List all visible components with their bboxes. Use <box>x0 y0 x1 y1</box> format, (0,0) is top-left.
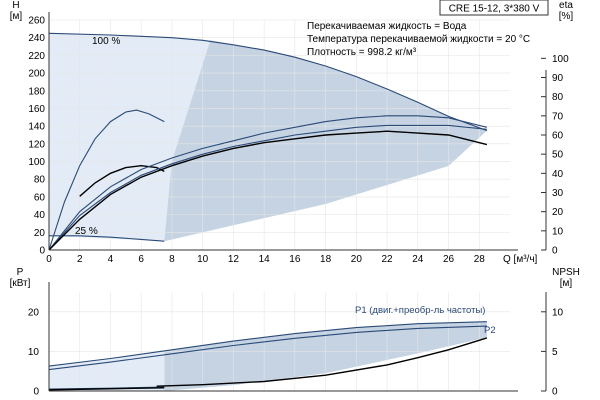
chart-labels: H [м] eta [%] P [кВт] NPSH [м] Q [м³/ч] 100 % 25 %… <box>10 0 580 336</box>
x-tick-label: 24 <box>412 254 424 265</box>
x-tick-label: 8 <box>169 254 175 265</box>
h-tick-label: 0 <box>39 246 45 257</box>
power-series-1 <box>49 325 487 371</box>
p-tick-label: 20 <box>28 307 40 318</box>
x-tick-label: 4 <box>108 254 114 265</box>
h-tick-label: 160 <box>28 104 45 115</box>
eta-tick-label: 20 <box>552 207 564 218</box>
h-tick-label: 140 <box>28 122 45 133</box>
h-axis-title: H [м] <box>10 0 23 22</box>
x-tick-label: 16 <box>289 254 301 265</box>
power-series-0 <box>49 321 487 367</box>
eta-tick-label: 80 <box>552 92 564 103</box>
model-label: CRE 15-12, 3*380 V <box>449 4 540 15</box>
eta-tick-label: 30 <box>552 188 564 199</box>
info-line-fluid: Перекачиваемая жидкость = Вода <box>307 21 467 32</box>
h-tick-label: 40 <box>34 210 46 221</box>
curve-label-p2: P2 <box>484 325 496 336</box>
head-series-3 <box>79 164 165 197</box>
h-tick-label: 20 <box>34 228 46 239</box>
x-tick-label: 10 <box>197 254 209 265</box>
h-tick-label: 80 <box>34 175 46 186</box>
q-axis-title: Q [м³/ч] <box>503 254 538 265</box>
eta-tick-label: 0 <box>552 246 558 257</box>
head-series-4 <box>49 115 488 250</box>
head-series-6 <box>49 130 488 250</box>
head-series-1 <box>49 235 165 242</box>
tick-labels: 0 2 4 6 8 10 12 14 16 18 20 22 24 26 28020406080100120… <box>28 16 569 398</box>
x-tick-label: 28 <box>474 254 486 265</box>
h-tick-label: 100 <box>28 157 45 168</box>
bottom-region-light <box>49 351 165 391</box>
x-tick-label: 12 <box>228 254 240 265</box>
npsh-axis-title: NPSH [м] <box>552 267 580 289</box>
npsh-tick-label: 0 <box>552 387 558 398</box>
model-box <box>439 0 549 16</box>
eta-tick-label: 50 <box>552 150 564 161</box>
h-tick-label: 200 <box>28 69 45 80</box>
h-tick-label: 120 <box>28 139 45 150</box>
h-tick-label: 240 <box>28 33 45 44</box>
x-tick-label: 0 <box>46 254 52 265</box>
h-tick-label: 60 <box>34 192 46 203</box>
p-tick-label: 10 <box>28 347 40 358</box>
x-tick-label: 6 <box>138 254 144 265</box>
axes <box>48 12 547 392</box>
power-npsh-curves <box>49 321 488 391</box>
x-tick-label: 2 <box>77 254 83 265</box>
h-tick-label: 260 <box>28 16 45 27</box>
eta-tick-label: 10 <box>552 226 564 237</box>
npsh-tick-label: 5 <box>552 347 558 358</box>
info-line-temperature: Температура перекачиваемой жидкости = 20… <box>307 34 530 45</box>
x-tick-label: 22 <box>382 254 394 265</box>
head-efficiency-curves <box>49 32 488 250</box>
x-tick-label: 26 <box>443 254 455 265</box>
power-series-3 <box>49 387 165 391</box>
curve-label-100: 100 % <box>92 36 120 47</box>
h-tick-label: 180 <box>28 86 45 97</box>
eta-axis-title: eta [%] <box>559 0 574 22</box>
curve-label-25: 25 % <box>75 226 98 237</box>
p-axis-title: P [кВт] <box>10 267 31 289</box>
power-series-4 <box>156 337 488 387</box>
x-tick-label: 14 <box>259 254 271 265</box>
eta-tick-label: 70 <box>552 111 564 122</box>
head-series-5 <box>49 124 487 250</box>
eta-tick-label: 60 <box>552 131 564 142</box>
head-series-2 <box>49 109 165 250</box>
head-series-0 <box>49 32 488 132</box>
npsh-tick-label: 10 <box>552 307 564 318</box>
x-tick-label: 18 <box>320 254 332 265</box>
h-tick-label: 220 <box>28 51 45 62</box>
p-tick-label: 0 <box>33 387 39 398</box>
x-tick-label: 20 <box>351 254 363 265</box>
eta-tick-label: 40 <box>552 169 564 180</box>
eta-tick-label: 90 <box>552 73 564 84</box>
curve-label-p1: P1 (двиг.+преобр-ль частоты) <box>355 305 485 316</box>
info-line-density: Плотность = 998.2 кг/м³ <box>307 47 417 58</box>
eta-tick-label: 100 <box>552 54 569 65</box>
